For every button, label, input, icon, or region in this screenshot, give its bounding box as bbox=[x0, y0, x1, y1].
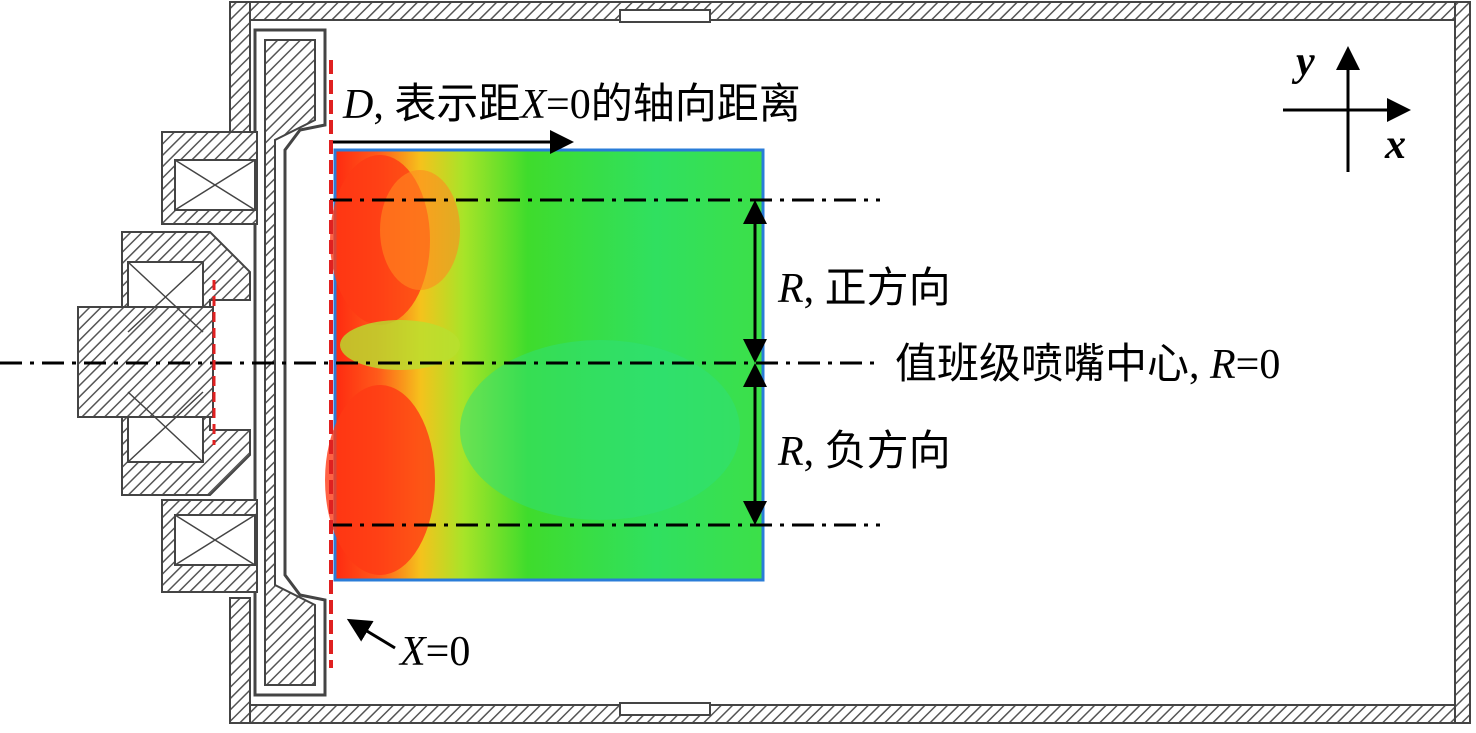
label-part: =0 bbox=[1236, 342, 1281, 388]
temperature-field bbox=[325, 148, 765, 582]
axis-x-label: x bbox=[1384, 122, 1406, 168]
r-negative-label: R, 负方向 bbox=[777, 429, 951, 475]
label-part: X bbox=[398, 629, 428, 675]
label-part: , 正方向 bbox=[804, 266, 951, 312]
label-part: 值班级喷嘴中心, bbox=[895, 342, 1210, 388]
label-part: , 负方向 bbox=[804, 429, 951, 475]
label-part: =0的轴向距离 bbox=[546, 81, 801, 128]
label-part: R bbox=[777, 266, 804, 312]
label-part: X bbox=[518, 82, 548, 128]
label-part: D bbox=[342, 82, 373, 128]
x-zero-label: X=0 bbox=[398, 629, 470, 675]
center-label: 值班级喷嘴中心, R=0 bbox=[895, 342, 1280, 388]
arrows bbox=[333, 46, 1411, 650]
axis-y-label: y bbox=[1291, 39, 1315, 85]
label-part: R bbox=[1209, 342, 1236, 388]
label-part: R bbox=[777, 429, 804, 475]
r-positive-label: R, 正方向 bbox=[777, 266, 951, 312]
label-part: , 表示距 bbox=[373, 82, 520, 128]
label-part: =0 bbox=[426, 629, 471, 675]
axial-label: D, 表示距X=0的轴向距离 bbox=[342, 81, 801, 128]
